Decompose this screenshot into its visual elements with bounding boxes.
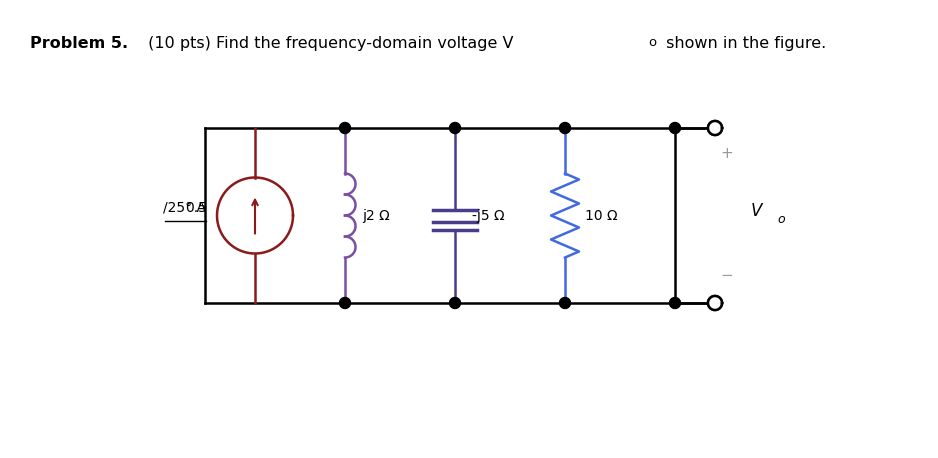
Text: j2 Ω: j2 Ω bbox=[362, 208, 390, 223]
Text: 10 Ω: 10 Ω bbox=[585, 208, 617, 223]
Text: Problem 5.: Problem 5. bbox=[30, 36, 129, 51]
Text: shown in the figure.: shown in the figure. bbox=[661, 36, 826, 51]
Polygon shape bbox=[708, 121, 722, 135]
Polygon shape bbox=[340, 298, 351, 309]
Polygon shape bbox=[340, 122, 351, 133]
Text: /25° A: /25° A bbox=[163, 201, 206, 214]
Polygon shape bbox=[670, 122, 680, 133]
Polygon shape bbox=[670, 298, 680, 309]
Text: +: + bbox=[720, 146, 734, 161]
Text: -j5 Ω: -j5 Ω bbox=[472, 208, 505, 223]
Polygon shape bbox=[559, 298, 570, 309]
Polygon shape bbox=[449, 122, 461, 133]
Polygon shape bbox=[708, 296, 722, 310]
Text: $V$: $V$ bbox=[750, 202, 764, 219]
Text: −: − bbox=[720, 268, 734, 283]
Polygon shape bbox=[559, 122, 570, 133]
Text: o: o bbox=[648, 36, 656, 49]
Text: 0.5: 0.5 bbox=[185, 201, 207, 214]
Polygon shape bbox=[449, 298, 461, 309]
Text: $o$: $o$ bbox=[777, 213, 786, 226]
Text: (10 pts) Find the frequency-domain voltage V: (10 pts) Find the frequency-domain volta… bbox=[143, 36, 513, 51]
